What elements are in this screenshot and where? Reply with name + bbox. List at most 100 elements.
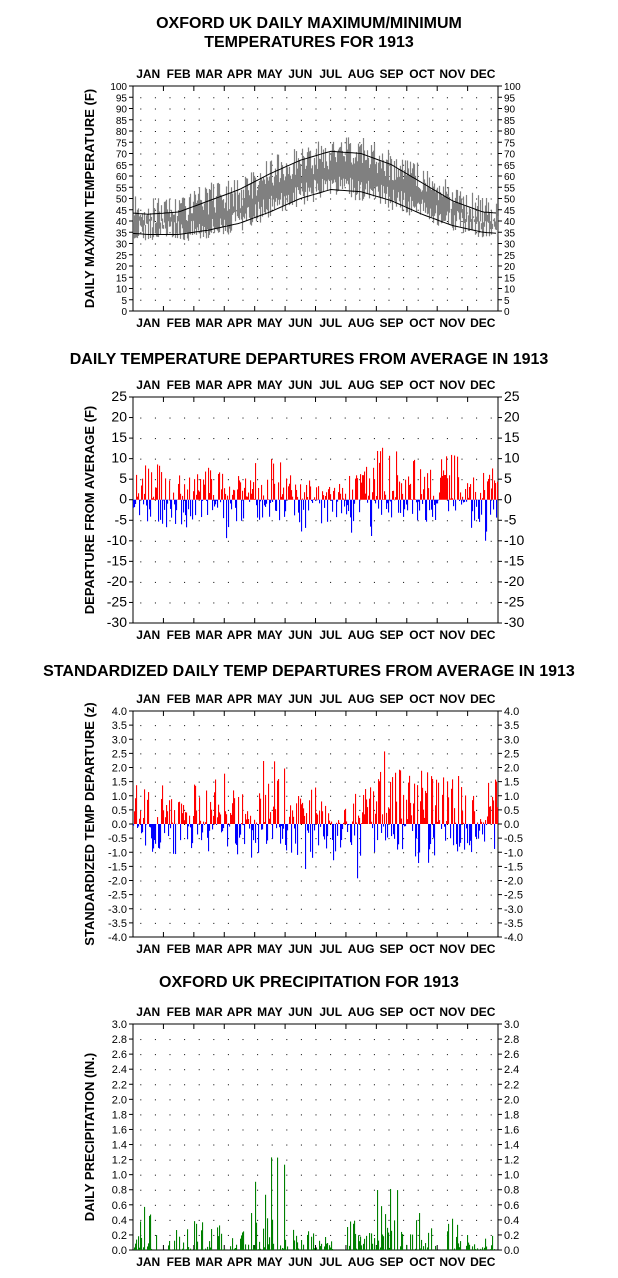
positive-bar [180, 493, 182, 500]
grid-dot [154, 209, 156, 211]
negative-bar [150, 824, 152, 828]
grid-dot [300, 824, 302, 825]
grid-dot [198, 1174, 200, 1176]
grid-dot [227, 922, 229, 924]
precip-bar [235, 1247, 237, 1250]
positive-bar [379, 781, 381, 824]
grid-dot [330, 438, 332, 440]
grid-dot [286, 1189, 288, 1191]
grid-dot [154, 1144, 156, 1146]
positive-bar [362, 475, 364, 500]
grid-dot [330, 209, 332, 211]
negative-bar [192, 499, 194, 520]
precip-bar [354, 1220, 356, 1250]
grid-dot [403, 176, 405, 177]
negative-bar [448, 499, 450, 512]
positive-bar [433, 495, 435, 500]
positive-bar [362, 812, 364, 824]
positive-bar [382, 447, 384, 500]
grid-dot [359, 1159, 361, 1161]
negative-bar [301, 499, 303, 532]
grid-dot [315, 266, 317, 267]
grid-dot [476, 838, 478, 840]
grid-dot [257, 187, 259, 189]
negative-bar [181, 499, 183, 525]
grid-dot [344, 108, 346, 110]
negative-bar [341, 824, 343, 841]
month-label: SEP [380, 316, 404, 330]
precip-bar [283, 1248, 285, 1250]
grid-dot [257, 1174, 259, 1176]
negative-bar [239, 824, 241, 838]
grid-dot [403, 1114, 405, 1116]
positive-bar [461, 787, 463, 824]
grid-dot [154, 288, 156, 290]
grid-dot [344, 131, 346, 132]
positive-bar [254, 498, 256, 500]
negative-bar [147, 499, 149, 522]
grid-dot [490, 119, 492, 121]
grid-dot [169, 176, 171, 177]
grid-dot [446, 894, 448, 896]
y-tick-label: 0.2 [112, 1230, 127, 1242]
positive-bar [361, 823, 363, 824]
grid-dot [257, 1234, 259, 1236]
grid-dot [315, 767, 317, 769]
grid-dot [257, 1084, 259, 1086]
grid-dot [154, 164, 156, 166]
grid-dot [403, 1204, 405, 1206]
positive-bar [366, 466, 368, 500]
positive-bar [194, 479, 196, 500]
grid-dot [184, 908, 186, 910]
grid-dot [286, 880, 288, 882]
grid-dot [388, 1129, 390, 1131]
grid-dot [403, 153, 405, 155]
y-tick-label: 0.6 [504, 1200, 519, 1212]
grid-dot [286, 908, 288, 910]
grid-dot [432, 1084, 434, 1086]
grid-dot [403, 1129, 405, 1131]
positive-bar [196, 494, 198, 500]
grid-dot [213, 739, 215, 741]
positive-bar [169, 480, 171, 500]
grid-dot [417, 1204, 419, 1206]
month-label: FEB [167, 378, 191, 392]
grid-dot [359, 232, 361, 234]
positive-bar [199, 491, 201, 500]
positive-bar [179, 475, 181, 500]
grid-dot [154, 277, 156, 279]
positive-bar [178, 483, 180, 500]
negative-bar [308, 499, 310, 511]
negative-bar [259, 499, 261, 520]
negative-bar [433, 824, 435, 838]
positive-bar [295, 484, 297, 500]
y-tick-label: -10 [504, 532, 524, 548]
grid-dot [490, 880, 492, 882]
grid-dot [242, 479, 244, 481]
grid-dot [344, 795, 346, 797]
grid-dot [184, 288, 186, 290]
y-tick-label: -15 [504, 552, 524, 568]
month-label: MAR [195, 1255, 223, 1269]
grid-dot [476, 458, 478, 460]
grid-dot [184, 97, 186, 99]
grid-dot [388, 894, 390, 896]
grid-dot [359, 254, 361, 256]
grid-dot [286, 1084, 288, 1086]
grid-dot [213, 176, 215, 177]
grid-dot [315, 581, 317, 583]
grid-dot [330, 520, 332, 522]
y-tick-label: 60 [116, 172, 128, 183]
grid-dot [227, 866, 229, 868]
positive-bar [214, 792, 216, 824]
positive-bar [161, 798, 163, 824]
grid-dot [403, 838, 405, 840]
grid-dot [300, 1114, 302, 1116]
grid-dot [198, 1159, 200, 1161]
positive-bar [245, 478, 247, 500]
precip-bar [425, 1243, 427, 1250]
grid-dot [242, 1099, 244, 1101]
grid-dot [140, 187, 142, 189]
positive-bar [303, 808, 305, 824]
grid-dot [432, 922, 434, 924]
